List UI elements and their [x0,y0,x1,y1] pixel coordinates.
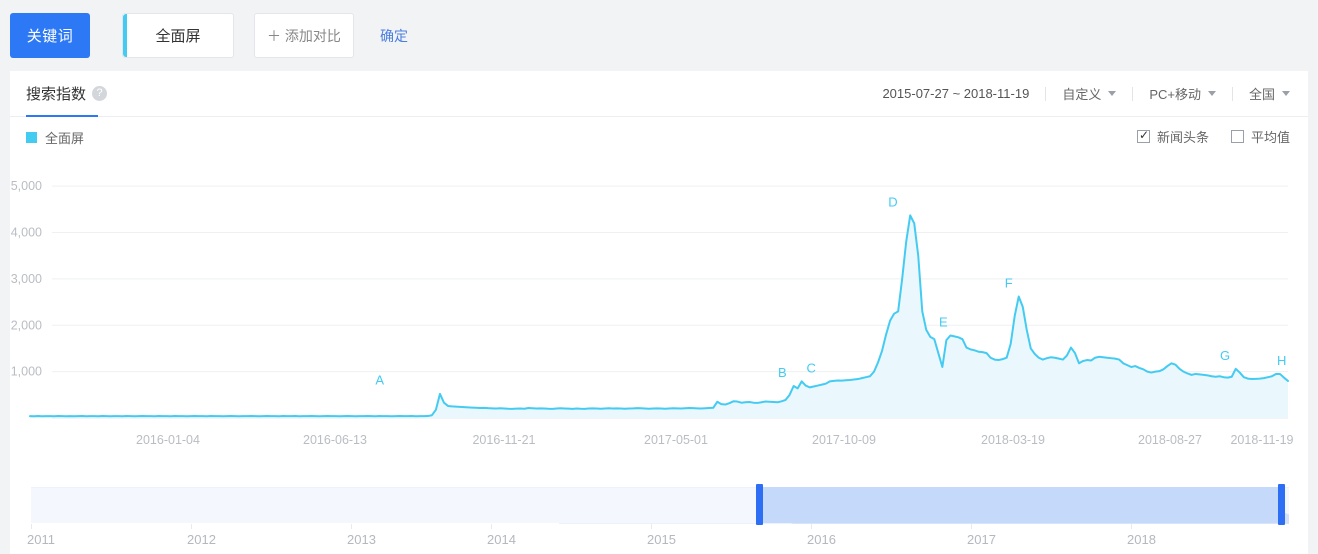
svg-text:2017-05-01: 2017-05-01 [644,433,708,447]
device-select[interactable]: PC+移动 [1149,84,1216,103]
svg-text:B: B [778,365,787,380]
date-range-display[interactable]: 2015-07-27 ~ 2018-11-19 [882,86,1030,101]
svg-text:2018-08-27: 2018-08-27 [1138,433,1202,447]
slider-year-label: 2013 [347,532,376,547]
slider-year-tick [351,524,352,529]
legend-item-series[interactable]: 全面屏 [26,128,84,147]
checkbox-average-label: 平均值 [1250,130,1290,145]
add-compare-button[interactable]: ＋ 添加对比 [254,13,354,58]
card-header: 搜索指数 ? 2015-07-27 ~ 2018-11-19 自定义 PC+移动… [10,71,1308,117]
top-toolbar: 关键词 全面屏 ＋ 添加对比 确定 [0,0,1318,71]
slider-year-label: 2018 [1127,532,1156,547]
svg-text:C: C [807,360,816,375]
slider-year-label: 2017 [967,532,996,547]
svg-text:H: H [1277,353,1286,368]
slider-year-tick [651,524,652,529]
tab-search-index-label: 搜索指数 [26,86,87,103]
divider [1132,86,1134,101]
help-icon[interactable]: ? [92,86,108,101]
slider-year-tick [811,524,812,529]
svg-text:4,000: 4,000 [11,226,42,240]
slider-year-label: 2014 [487,532,516,547]
slider-year-label: 2016 [807,532,836,547]
svg-text:5,000: 5,000 [11,179,42,193]
tab-search-index[interactable]: 搜索指数 ? [26,83,108,117]
svg-text:2018-03-19: 2018-03-19 [981,433,1045,447]
legend-series-label: 全面屏 [45,131,85,146]
checkbox-unchecked-icon [1230,130,1244,143]
svg-text:3,000: 3,000 [11,272,42,286]
svg-text:2,000: 2,000 [11,318,42,332]
search-index-area-chart: 1,000 2,000 3,000 4,000 5,000 A B C D E F G H 2016-01… [11,179,1294,447]
checkbox-checked-icon [1136,128,1150,143]
chevron-down-icon [1108,91,1117,96]
checkbox-average[interactable]: 平均值 [1230,127,1290,146]
svg-text:2016-11-21: 2016-11-21 [472,433,535,447]
slider-selection[interactable] [756,487,1285,523]
chevron-down-icon [1282,91,1290,96]
time-range-slider[interactable]: 2011 2012 2013 2014 2015 2016 2017 2018 [10,484,1308,554]
region-select[interactable]: 全国 [1249,84,1290,103]
svg-text:1,000: 1,000 [11,365,42,379]
legend-options: 新闻头条 平均值 [1136,127,1290,146]
svg-text:2017-10-09: 2017-10-09 [812,433,876,447]
slider-year-tick [491,524,492,529]
slider-year-label: 2012 [187,532,216,547]
svg-text:2016-06-13: 2016-06-13 [303,433,367,447]
slider-year-tick [971,524,972,529]
svg-text:F: F [1005,276,1013,291]
keyword-chip-accent-bar [123,14,127,57]
slider-year-label: 2011 [27,532,55,547]
confirm-link[interactable]: 确定 [380,27,408,44]
svg-text:2018-11-19: 2018-11-19 [1230,433,1293,447]
period-select-label: 自定义 [1062,87,1102,102]
period-select[interactable]: 自定义 [1062,84,1117,103]
checkbox-news-headline[interactable]: 新闻头条 [1136,127,1209,146]
divider [1045,86,1047,101]
keyword-chip-quanmianping[interactable]: 全面屏 [122,13,234,58]
svg-text:A: A [375,372,384,387]
keyword-chip-label: 全面屏 [155,28,201,45]
slider-year-tick [191,524,192,529]
legend-swatch-icon [26,132,37,143]
device-select-label: PC+移动 [1149,87,1201,102]
slider-year-axis: 2011 2012 2013 2014 2015 2016 2017 2018 [10,524,1308,554]
search-index-card: 搜索指数 ? 2015-07-27 ~ 2018-11-19 自定义 PC+移动… [10,71,1308,544]
svg-text:2016-01-04: 2016-01-04 [136,433,200,447]
svg-text:G: G [1220,348,1230,363]
slider-year-tick [31,524,32,529]
region-select-label: 全国 [1248,87,1275,102]
slider-handle-right[interactable] [1278,484,1285,525]
legend-row: 全面屏 新闻头条 平均值 [10,117,1308,153]
svg-text:D: D [888,194,897,209]
chevron-down-icon [1207,91,1216,96]
divider [1231,86,1233,101]
card-header-controls: 2015-07-27 ~ 2018-11-19 自定义 PC+移动 全国 [882,84,1290,103]
chart-plot-area: 1,000 2,000 3,000 4,000 5,000 A B C D E F G H 2016-01… [10,153,1308,473]
slider-handle-left[interactable] [756,484,763,525]
svg-text:E: E [939,314,948,329]
slider-year-label: 2015 [647,532,676,547]
keyword-button[interactable]: 关键词 [10,13,90,58]
checkbox-news-label: 新闻头条 [1156,130,1209,145]
slider-year-tick [1131,524,1132,529]
